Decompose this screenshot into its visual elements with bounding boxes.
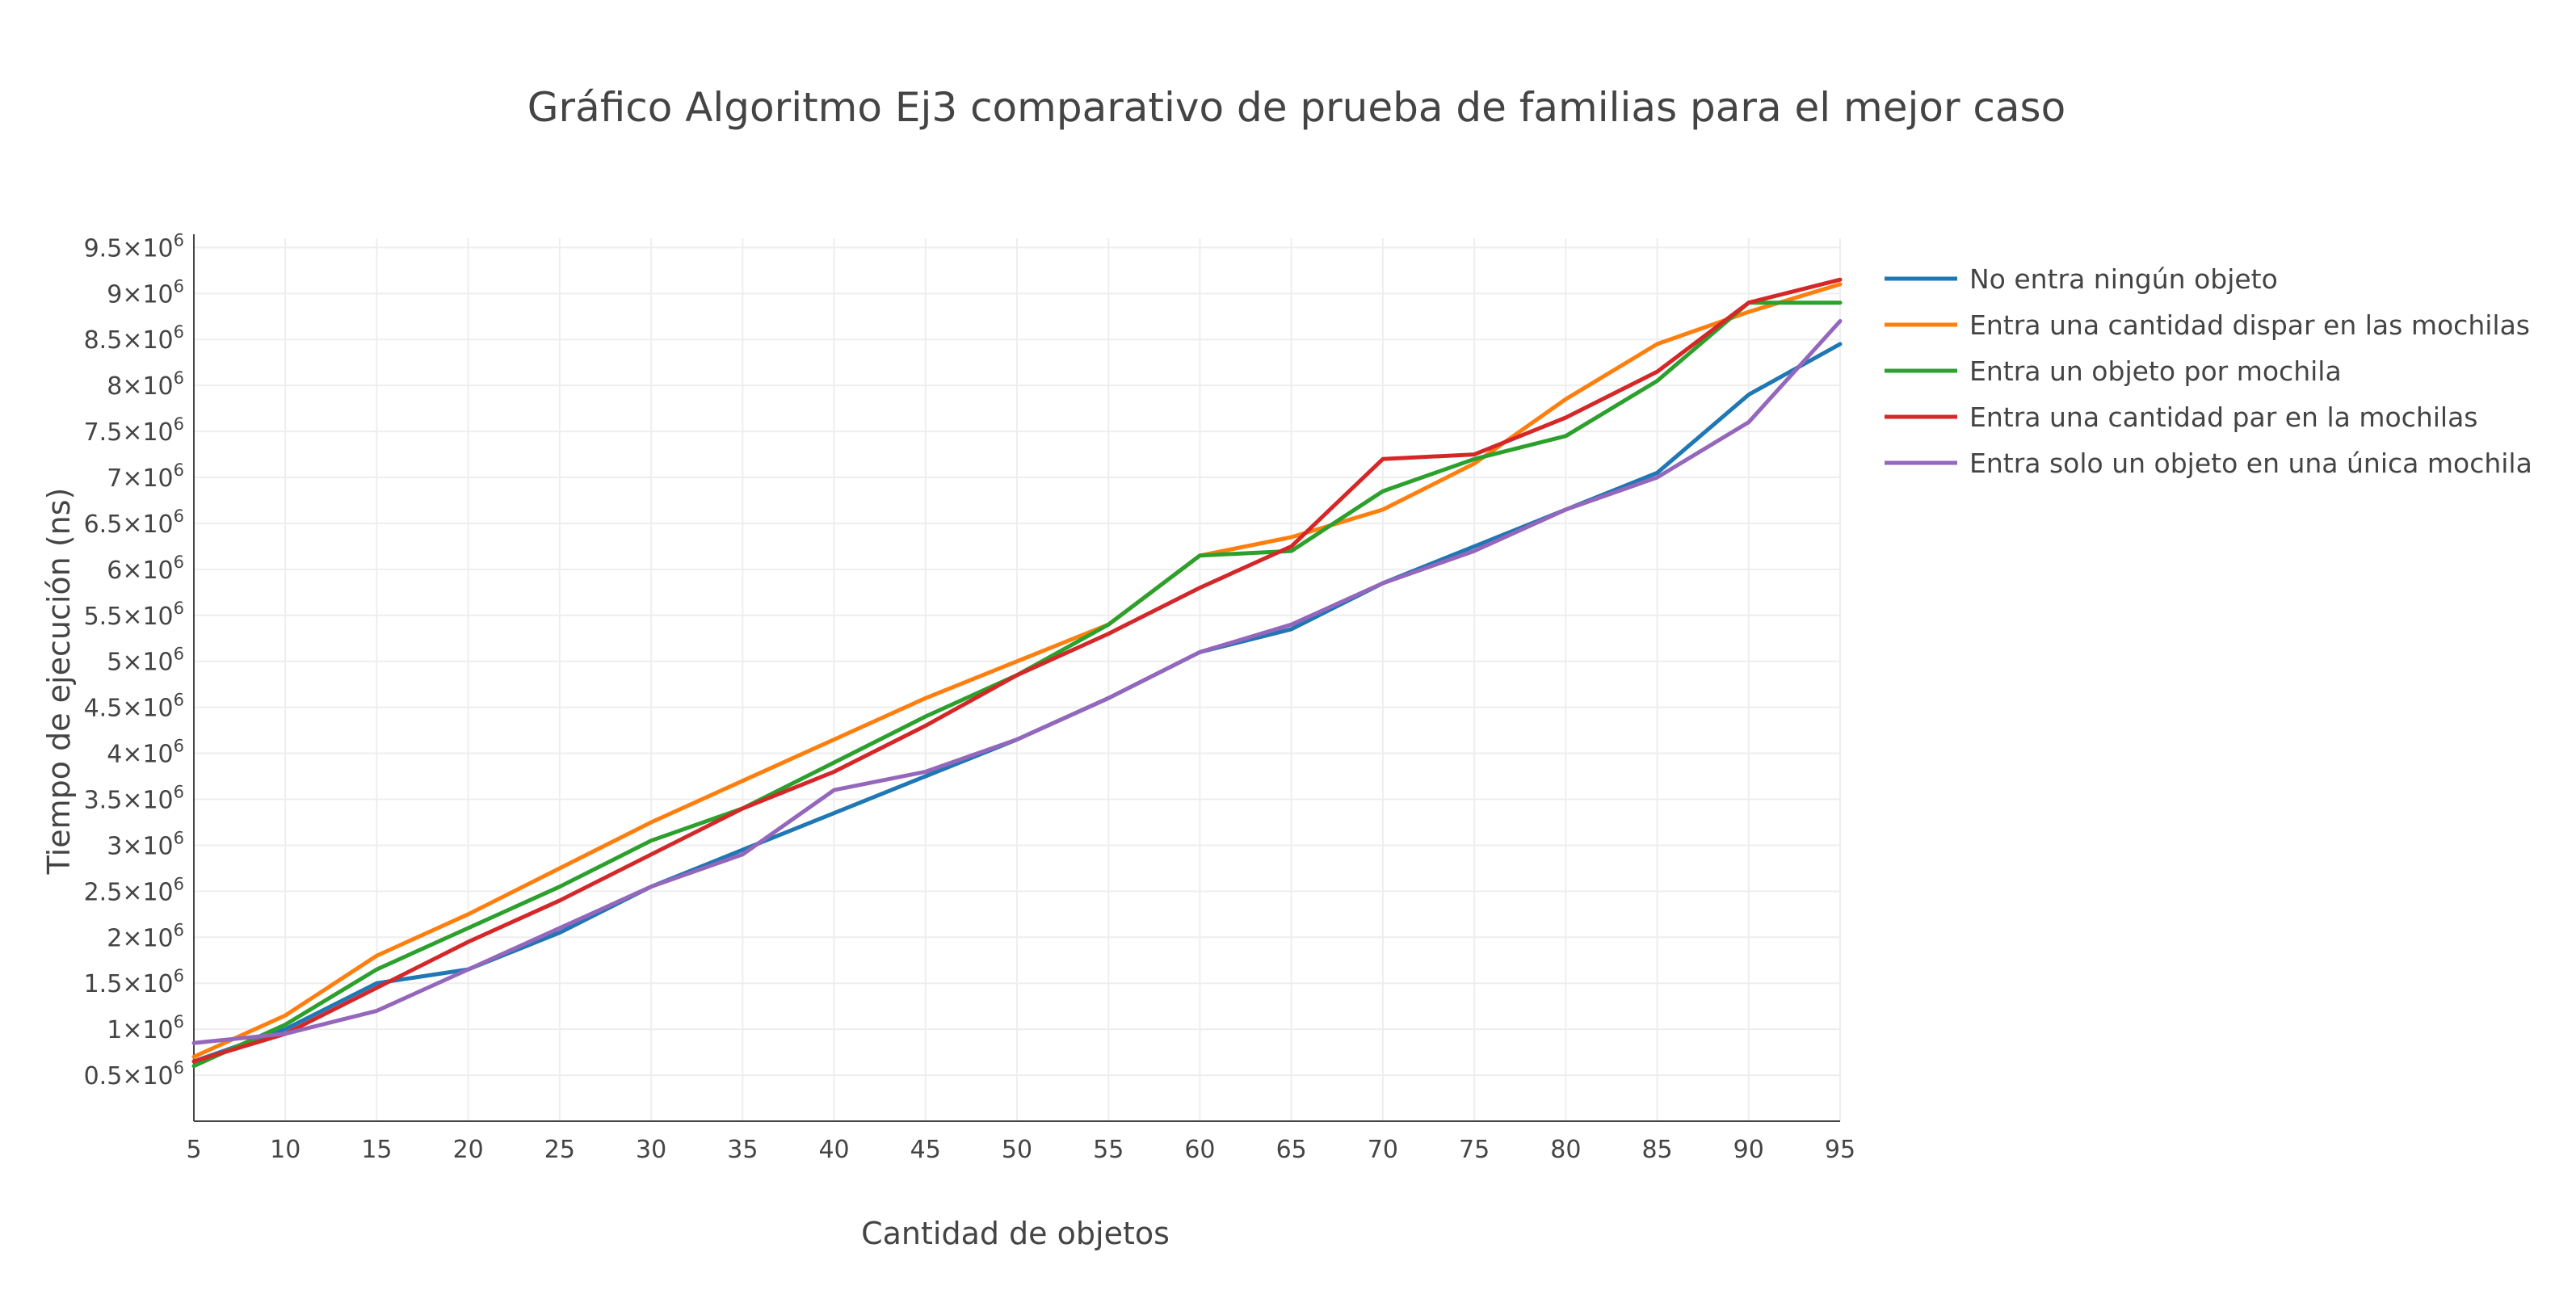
legend-label-2: Entra una cantidad dispar en las mochila…: [1969, 309, 2530, 341]
legend: No entra ningún objeto Entra una cantidad…: [1885, 263, 2532, 479]
x-tick-label: 90: [1733, 1136, 1764, 1164]
y-tick-label: 7×106: [107, 460, 184, 493]
x-tick-label: 5: [186, 1136, 201, 1164]
y-tick-label: 5.5×106: [84, 599, 184, 631]
y-tick-label: 4×106: [107, 737, 184, 769]
x-tick-label: 10: [270, 1136, 300, 1164]
series-lines: [191, 277, 1843, 1069]
x-tick-label: 35: [727, 1136, 758, 1164]
x-tick-label: 65: [1276, 1136, 1307, 1164]
legend-label-4: Entra una cantidad par en la mochilas: [1969, 401, 2477, 433]
y-tick-label: 3×106: [107, 828, 184, 860]
x-tick-label: 30: [636, 1136, 666, 1164]
series-line-2: [191, 282, 1843, 1059]
x-tick-label: 25: [544, 1136, 575, 1164]
x-tick-label: 20: [453, 1136, 484, 1164]
x-tick-label: 40: [818, 1136, 849, 1164]
x-tick-label: 45: [910, 1136, 941, 1164]
chart-title: Gráfico Algoritmo Ej3 comparativo de pru…: [527, 84, 2065, 131]
y-tick-label: 6×106: [107, 553, 184, 585]
x-tick-label: 70: [1368, 1136, 1398, 1164]
y-tick-label: 2×106: [107, 920, 184, 952]
x-tick-label: 85: [1641, 1136, 1672, 1164]
y-tick-label: 7.5×106: [84, 414, 184, 447]
x-tick-label: 60: [1184, 1136, 1215, 1164]
y-tick-label: 5×106: [107, 645, 184, 677]
y-tick-label: 1.5×106: [84, 966, 184, 998]
x-tick-labels: 5 10 15 20 25 30 35 40 45 50 55 60 65 70 75 80 85 90 95: [186, 1136, 1855, 1164]
y-tick-label: 2.5×106: [84, 874, 184, 906]
legend-label-5: Entra solo un objeto en una única mochil…: [1969, 448, 2532, 479]
x-tick-label: 15: [361, 1136, 392, 1164]
grid: [193, 238, 1841, 1121]
y-tick-label: 8×106: [107, 368, 184, 401]
y-tick-label: 0.5×106: [84, 1058, 184, 1090]
legend-label-3: Entra un objeto por mochila: [1969, 355, 2342, 387]
y-axis-title: Tiempo de ejecución (ns): [41, 488, 77, 876]
legend-label-1: No entra ningún objeto: [1969, 263, 2278, 295]
x-tick-label: 75: [1459, 1136, 1490, 1164]
y-tick-label: 3.5×106: [84, 783, 184, 815]
y-tick-labels: 0.5×106 1×106 1.5×106 2×106 2.5×106 3×106 3.5×…: [84, 230, 184, 1090]
y-tick-label: 6.5×106: [84, 506, 184, 539]
x-tick-label: 55: [1093, 1136, 1124, 1164]
x-tick-label: 95: [1825, 1136, 1855, 1164]
y-tick-label: 4.5×106: [84, 691, 184, 723]
series-line-4: [191, 277, 1843, 1064]
y-tick-label: 9×106: [107, 276, 184, 309]
y-tick-label: 1×106: [107, 1012, 184, 1044]
series-line-5: [191, 319, 1843, 1045]
axes: [193, 234, 1840, 1122]
x-tick-label: 80: [1550, 1136, 1581, 1164]
x-axis-title: Cantidad de objetos: [861, 1216, 1170, 1251]
y-tick-label: 9.5×106: [84, 230, 184, 263]
x-tick-label: 50: [1002, 1136, 1032, 1164]
y-tick-label: 8.5×106: [84, 322, 184, 355]
